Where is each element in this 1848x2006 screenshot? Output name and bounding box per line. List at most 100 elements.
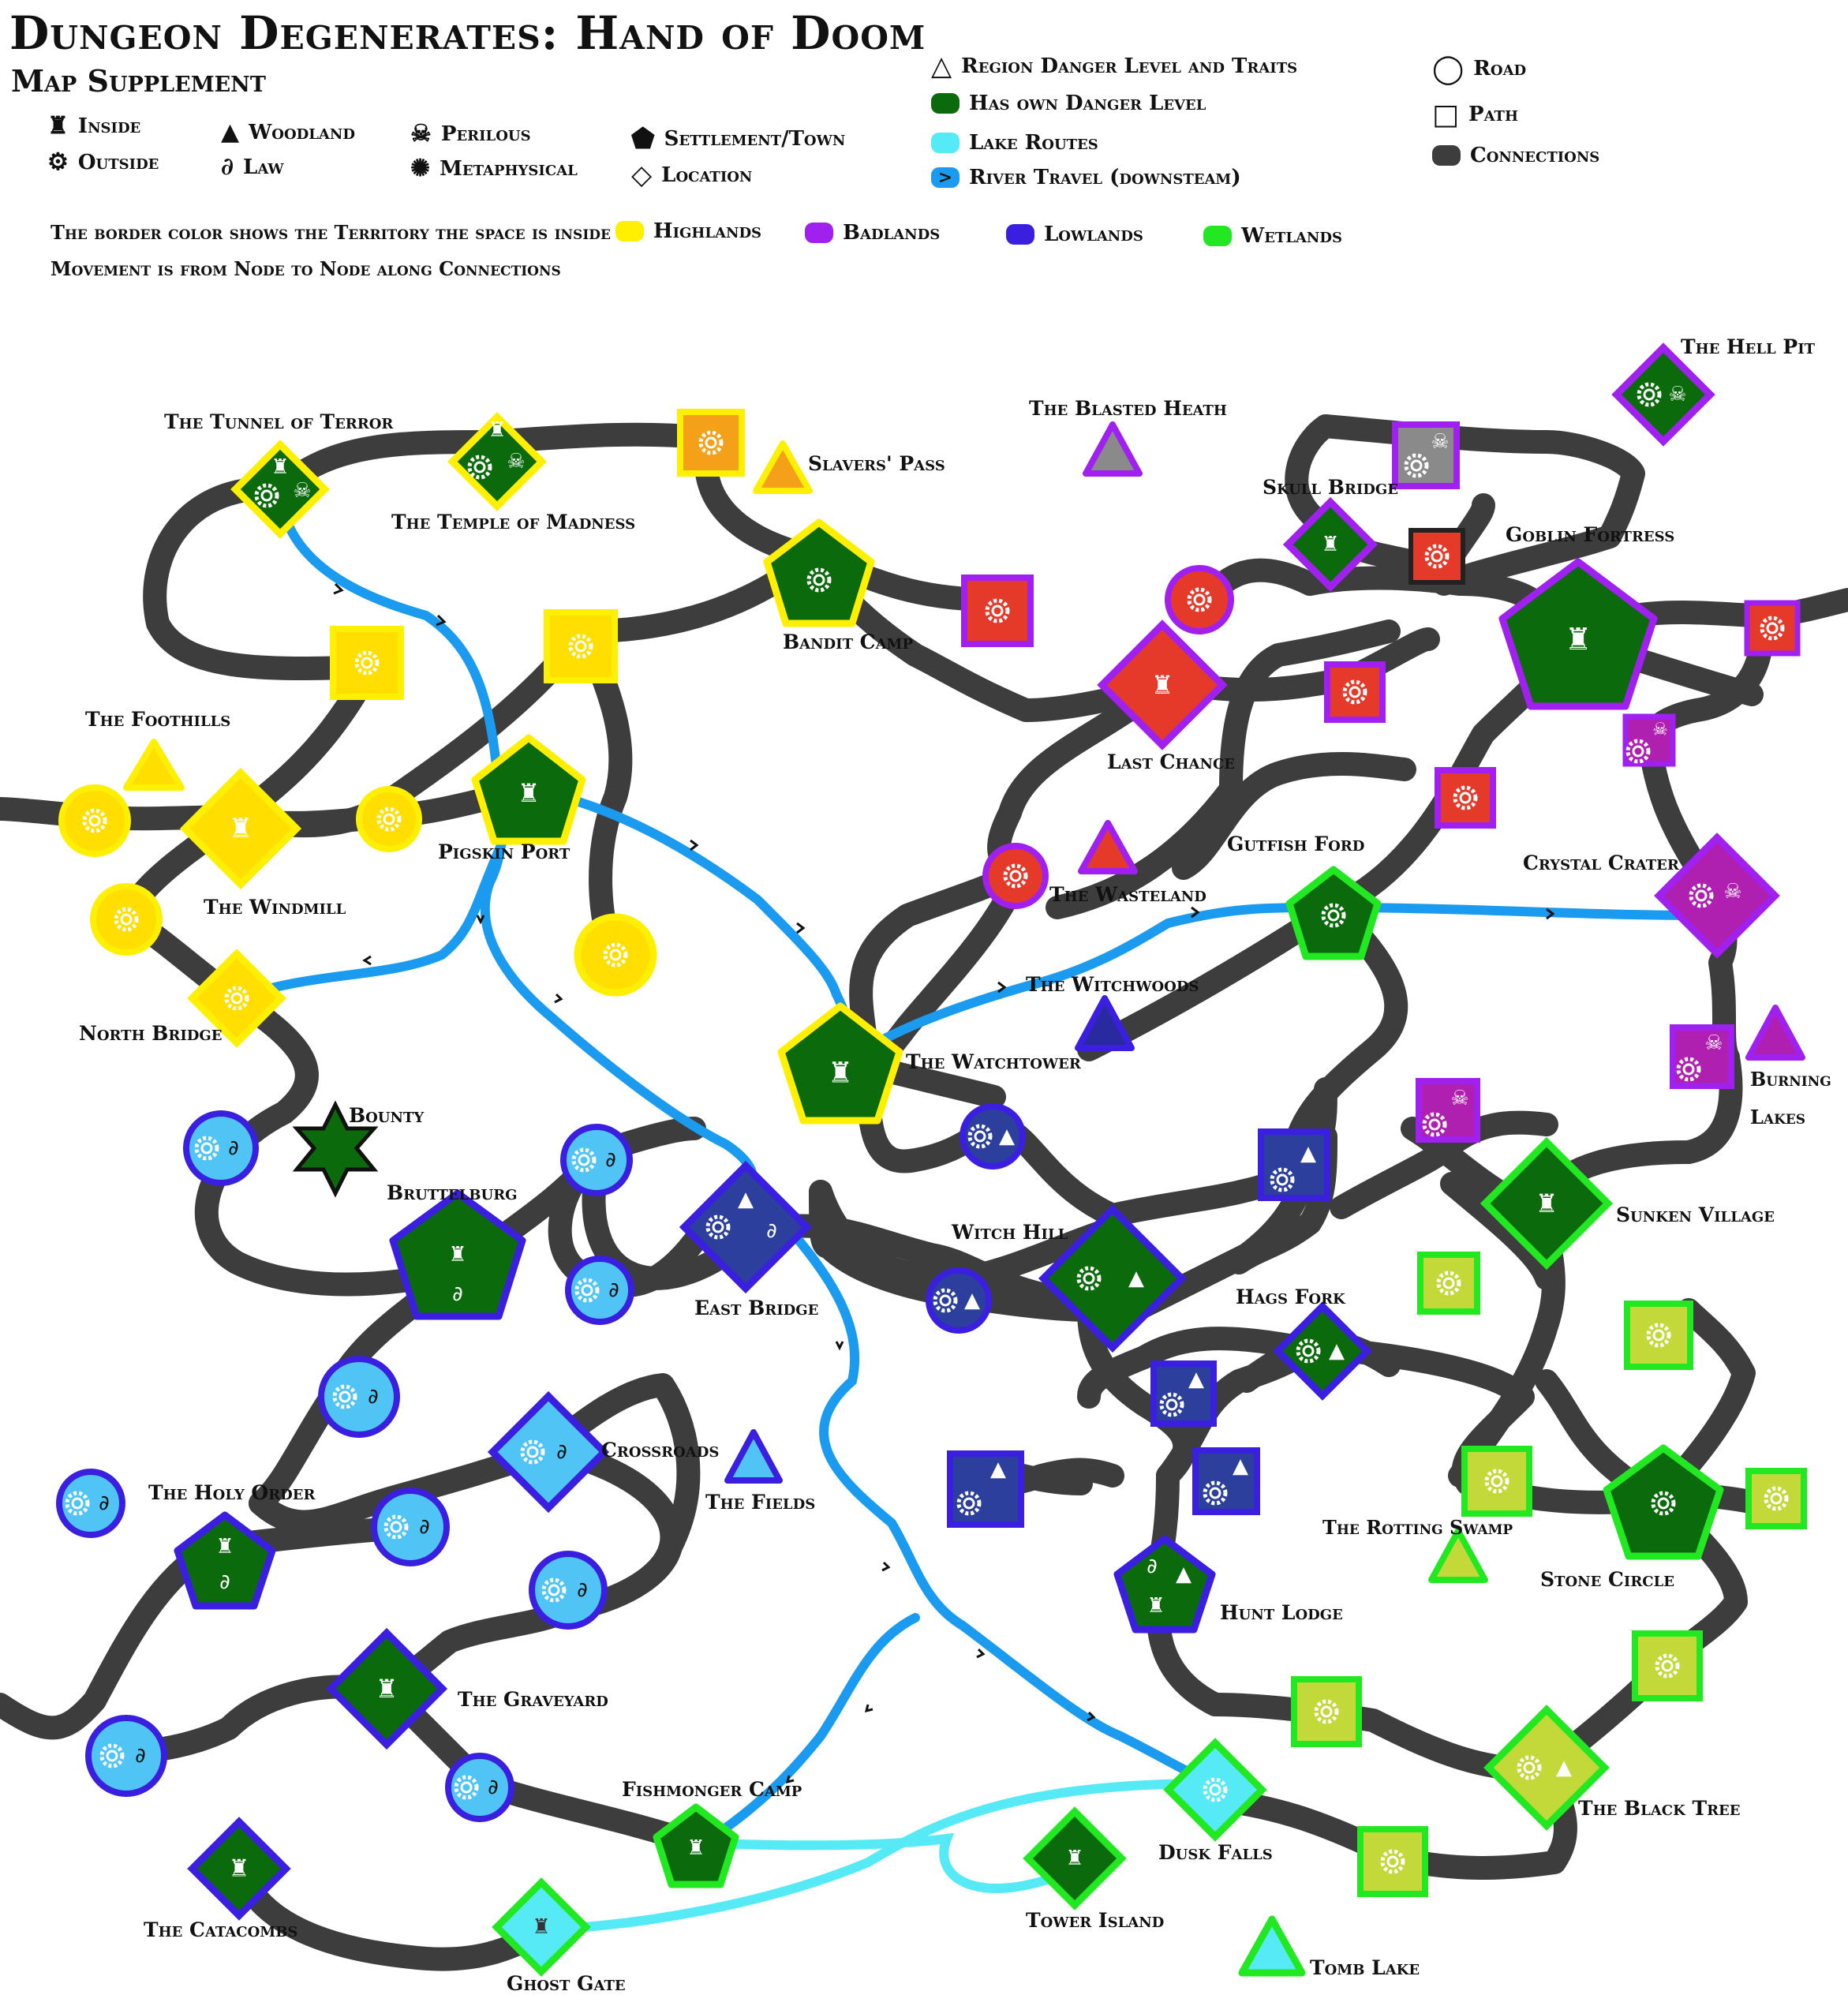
lowland-road-node[interactable]: ∂ xyxy=(371,1488,450,1566)
temple-of-madness-node[interactable]: ♜☠ xyxy=(447,412,547,511)
highland-road-node[interactable] xyxy=(574,913,657,997)
witchwoods-region[interactable] xyxy=(1075,995,1135,1051)
ghost-gate-node[interactable]: ♜ xyxy=(492,1877,591,1977)
highland-road-node[interactable] xyxy=(58,784,131,857)
badland-path-node[interactable] xyxy=(1324,661,1386,723)
stone-circle-node[interactable] xyxy=(1603,1444,1724,1560)
badland-path-node[interactable]: ☠ xyxy=(1670,1024,1734,1089)
hunt-lodge-node[interactable]: ∂ ▲ ♜ xyxy=(1113,1535,1216,1634)
north-bridge-node[interactable] xyxy=(187,949,286,1048)
black-tree-node[interactable]: ▲ xyxy=(1483,1705,1610,1831)
wetland-path-node[interactable] xyxy=(1417,1252,1480,1315)
watchtower-node[interactable]: ♜ xyxy=(777,1002,903,1125)
blasted-heath-region[interactable] xyxy=(1083,421,1143,477)
wetland-path-node[interactable] xyxy=(1291,1676,1362,1747)
tree-icon: ▲ xyxy=(964,1289,980,1312)
badland-path-node[interactable]: ☠ xyxy=(1622,713,1676,767)
dusk-falls-node[interactable] xyxy=(1163,1738,1267,1842)
pentagon-icon: ⬟ xyxy=(631,123,655,155)
wetland-path-node[interactable] xyxy=(1745,1468,1807,1529)
fishmonger-camp-node[interactable]: ♜ xyxy=(653,1803,739,1888)
witch-hill-node[interactable]: ▲ xyxy=(1038,1203,1188,1353)
wetland-path-node[interactable] xyxy=(1357,1826,1428,1897)
gutfish-ford-node[interactable] xyxy=(1285,866,1382,960)
lowland-path-node[interactable]: ▲ xyxy=(1192,1447,1260,1515)
badland-road-node[interactable] xyxy=(1165,565,1234,634)
slavers-pass-outpost-node[interactable] xyxy=(677,409,745,477)
law-icon: ∂ xyxy=(605,1148,615,1172)
fields-region[interactable] xyxy=(724,1429,783,1484)
law-icon: ∂ xyxy=(228,1136,238,1160)
skull-bridge-node[interactable]: ♜ xyxy=(1282,496,1379,593)
badland-path-node[interactable] xyxy=(1435,767,1496,829)
badland-path-node[interactable] xyxy=(1408,528,1465,585)
hell-pit-node[interactable]: ☠ xyxy=(1611,342,1715,447)
river xyxy=(745,1179,1220,1788)
connection xyxy=(375,1677,706,1854)
tomb-lake-region[interactable] xyxy=(1238,1915,1306,1977)
crossroads-node[interactable]: ∂ xyxy=(487,1390,610,1514)
last-chance-node[interactable]: ♜ xyxy=(1097,619,1228,750)
river xyxy=(1329,903,1709,920)
bruttelburg-node[interactable]: ♜∂ xyxy=(389,1189,526,1320)
law-icon: ∂ xyxy=(99,1491,109,1515)
territory-badlands: Badlands xyxy=(805,221,940,245)
graveyard-node[interactable]: ♜ xyxy=(325,1627,448,1750)
highland-path-node[interactable] xyxy=(330,626,404,700)
wetland-path-node[interactable] xyxy=(1632,1630,1703,1701)
castle-icon: ♜ xyxy=(488,418,506,442)
tunnel-of-terror-node[interactable]: ♜☠ xyxy=(230,440,330,539)
badland-path-node[interactable] xyxy=(961,574,1034,647)
highland-road-node[interactable] xyxy=(356,786,422,852)
lowland-road-node[interactable]: ∂ xyxy=(85,1715,167,1797)
label-fishmonger-camp: Fishmonger Camp xyxy=(622,1778,802,1801)
castle-icon: ♜ xyxy=(448,1243,466,1267)
highland-path-node[interactable] xyxy=(544,609,618,683)
lowland-road-node[interactable]: ∂ xyxy=(445,1753,514,1822)
lowland-road-node[interactable]: ∂ xyxy=(560,1124,633,1196)
slavers-pass-region[interactable] xyxy=(753,440,813,494)
lowland-road-node[interactable]: ▲ xyxy=(960,1103,1026,1170)
bounty-marker[interactable] xyxy=(292,1100,379,1198)
label-gutfish-ford: Gutfish Ford xyxy=(1227,833,1364,855)
badland-path-node[interactable]: ☠ xyxy=(1392,421,1460,489)
lowland-road-node[interactable]: ∂ xyxy=(183,1110,259,1186)
territory-highlands: Highlands xyxy=(615,219,761,243)
lowland-path-node[interactable]: ▲ xyxy=(947,1450,1024,1528)
label-slavers-pass: Slavers' Pass xyxy=(808,452,945,475)
crystal-crater-node[interactable]: ☠ xyxy=(1654,833,1780,959)
highland-road-node[interactable] xyxy=(90,883,163,956)
foothills-region[interactable] xyxy=(123,739,185,791)
east-bridge-node[interactable]: ▲∂ xyxy=(679,1160,813,1294)
river-arrow xyxy=(1546,908,1555,920)
rotting-swamp-region[interactable] xyxy=(1428,1528,1488,1583)
sunken-village-node[interactable]: ♜ xyxy=(1480,1136,1614,1271)
lowland-road-node[interactable]: ∂ xyxy=(56,1469,125,1538)
wasteland-road-node[interactable] xyxy=(982,843,1049,909)
lowland-road-node[interactable]: ∂ xyxy=(529,1551,608,1630)
hags-fork-node[interactable]: ▲ xyxy=(1273,1301,1372,1401)
wetland-path-node[interactable] xyxy=(1624,1301,1693,1370)
law-icon: ∂ xyxy=(221,153,234,181)
label-crossroads: Crossroads xyxy=(601,1439,719,1461)
pigskin-port-node[interactable]: ♜ xyxy=(471,734,586,845)
bandit-camp-node[interactable] xyxy=(763,518,875,627)
label-holy-order: The Holy Order xyxy=(148,1481,316,1504)
holy-order-node[interactable]: ♜∂ xyxy=(174,1511,276,1610)
lowland-path-node[interactable]: ▲ xyxy=(1258,1128,1330,1201)
wetland-path-node[interactable] xyxy=(1461,1446,1532,1517)
lowland-road-node[interactable]: ∂ xyxy=(565,1256,634,1325)
tree-icon: ▲ xyxy=(1233,1454,1248,1478)
burning-lakes-region[interactable] xyxy=(1745,1005,1805,1061)
badland-path-node[interactable] xyxy=(1744,600,1801,657)
tower-island-node[interactable]: ♜ xyxy=(1023,1806,1127,1911)
lowland-road-node[interactable]: ▲ xyxy=(926,1267,992,1334)
windmill-node[interactable]: ♜ xyxy=(179,767,302,890)
catacombs-node[interactable]: ♜ xyxy=(187,1817,291,1921)
lowland-path-node[interactable]: ▲ xyxy=(1150,1360,1217,1427)
legend-road: ◯ Road xyxy=(1432,52,1527,85)
wasteland-region[interactable] xyxy=(1078,820,1138,874)
lowland-road-node[interactable]: ∂ xyxy=(318,1356,400,1438)
goblin-fortress-node[interactable]: ♜ xyxy=(1498,558,1658,710)
badland-path-node[interactable]: ☠ xyxy=(1416,1078,1480,1143)
